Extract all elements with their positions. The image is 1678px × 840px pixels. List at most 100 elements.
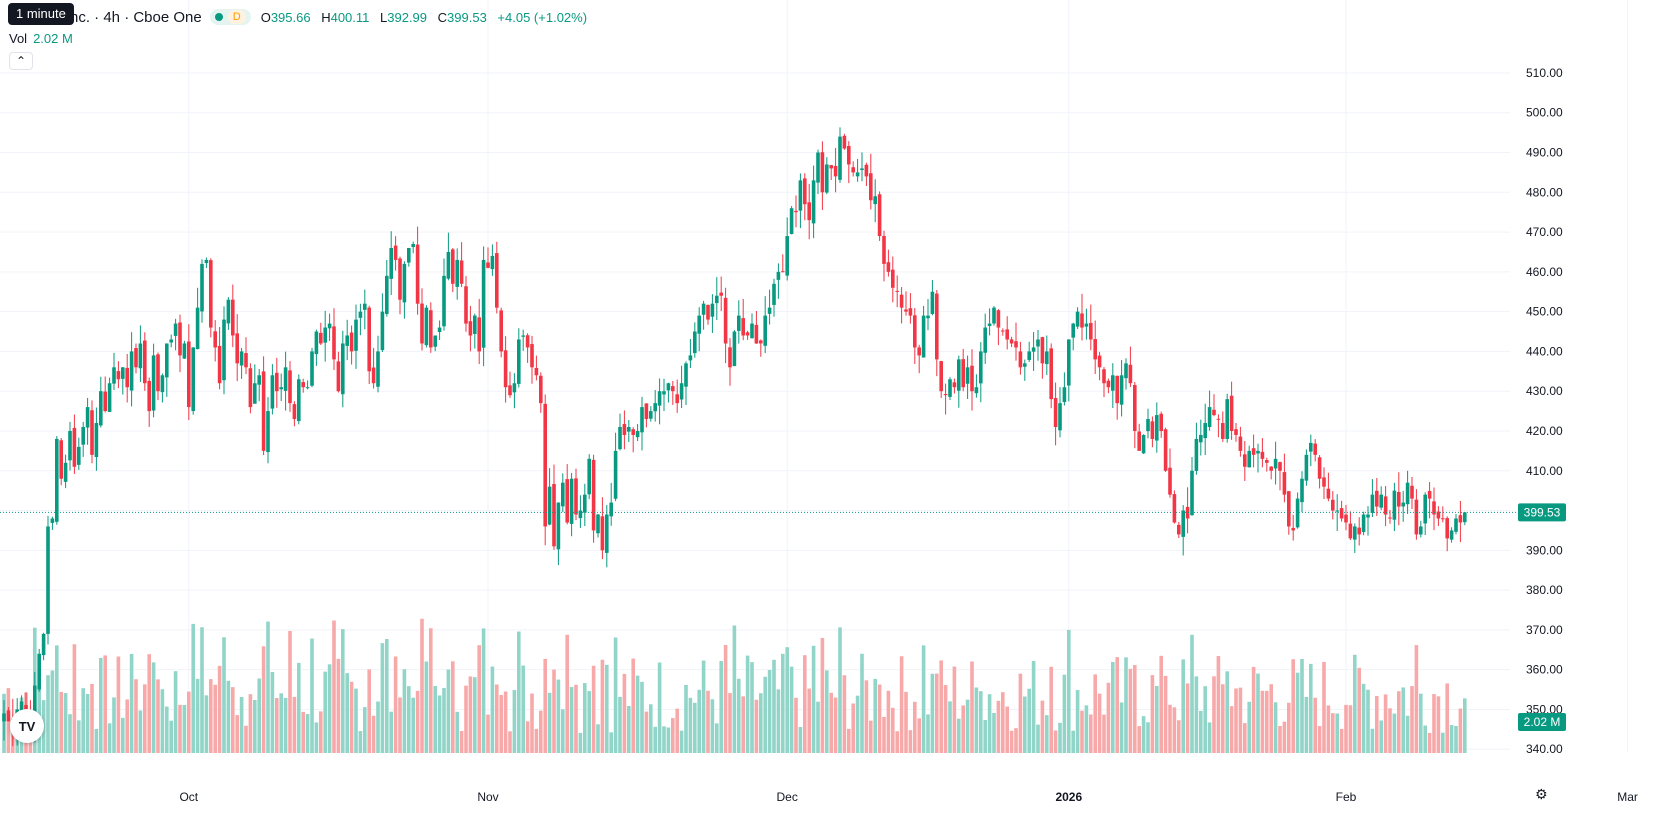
candle-body xyxy=(451,249,455,284)
volume-bar xyxy=(477,645,481,753)
gear-icon[interactable]: ⚙ xyxy=(1535,786,1548,802)
volume-bar xyxy=(226,680,231,753)
volume-bar xyxy=(1454,725,1458,753)
candle-body xyxy=(1106,380,1111,388)
volume-bar xyxy=(640,681,644,753)
volume-bar xyxy=(1115,657,1119,753)
volume-bar xyxy=(55,645,59,753)
candle-body xyxy=(807,202,811,221)
volume-bar xyxy=(411,697,415,753)
candle-body xyxy=(723,297,728,344)
volume-bar xyxy=(754,699,759,753)
volume-bar xyxy=(860,653,864,753)
candle-body xyxy=(539,375,543,404)
candle-body xyxy=(873,196,877,205)
volume-bar xyxy=(1128,668,1133,753)
candle-body xyxy=(1150,421,1155,439)
volume-bar xyxy=(530,693,534,753)
candle-body xyxy=(1185,506,1190,519)
candle-body xyxy=(534,367,539,376)
volume-bar xyxy=(1181,659,1185,753)
candle-body xyxy=(182,343,187,359)
collapse-legend-button[interactable]: ⌃ xyxy=(9,52,33,70)
volume-bar xyxy=(952,666,957,753)
candle-body xyxy=(609,502,613,517)
candle-body xyxy=(1067,339,1071,386)
y-tick-label: 410.00 xyxy=(1526,464,1563,478)
volume-bar xyxy=(393,656,398,753)
candle-body xyxy=(605,514,609,553)
candle-body xyxy=(121,367,125,379)
volume-bar xyxy=(829,692,833,753)
volume-bar xyxy=(50,670,55,753)
candle-body xyxy=(547,486,552,525)
candle-body xyxy=(825,164,829,193)
x-tick-label: Oct xyxy=(179,790,198,804)
candle-body xyxy=(1027,351,1031,360)
candle-body xyxy=(239,351,244,366)
last-volume-badge xyxy=(1518,713,1566,731)
candle-body xyxy=(1071,323,1075,338)
candle-body xyxy=(349,332,354,352)
candle-body xyxy=(1357,527,1361,535)
volume-bar xyxy=(319,711,323,753)
candle-body xyxy=(1405,482,1410,505)
volume-bar xyxy=(398,697,402,753)
volume-bar xyxy=(103,655,107,753)
y-tick-label: 370.00 xyxy=(1526,623,1563,637)
candle-body xyxy=(635,430,640,438)
candle-body xyxy=(288,370,292,404)
candle-body xyxy=(275,372,279,392)
candle-body xyxy=(160,375,165,393)
candle-body xyxy=(552,484,556,547)
volume-bar xyxy=(1093,674,1097,753)
candle-body xyxy=(745,332,750,336)
volume-bar xyxy=(719,661,723,753)
candle-body xyxy=(455,259,459,287)
volume-bar xyxy=(833,697,838,753)
volume-bar xyxy=(767,670,772,753)
volume-bar xyxy=(239,696,244,753)
candle-body xyxy=(1212,409,1216,416)
open-label: O xyxy=(260,9,271,25)
volume-bar xyxy=(1185,683,1190,753)
volume-bar xyxy=(442,687,446,753)
candle-body xyxy=(1427,490,1432,499)
volume-bar xyxy=(349,681,354,753)
candle-body xyxy=(561,482,565,507)
candle-body xyxy=(776,271,781,280)
volume-bar xyxy=(305,714,310,753)
volume-bar xyxy=(385,639,389,753)
candle-body xyxy=(1295,498,1300,528)
candle-body xyxy=(468,321,473,336)
candle-body xyxy=(1238,436,1243,451)
candle-body xyxy=(1080,313,1084,328)
x-tick-label: Nov xyxy=(477,790,498,804)
tradingview-logo[interactable]: TV xyxy=(10,709,44,743)
volume-bar xyxy=(1273,702,1278,753)
volume-bar xyxy=(1317,726,1322,753)
market-status-badge[interactable]: D xyxy=(209,9,251,25)
volume-bar xyxy=(1375,695,1379,753)
volume-bar xyxy=(583,683,587,753)
volume-bar xyxy=(1388,708,1392,753)
volume-bar xyxy=(1247,701,1251,753)
volume-bar xyxy=(433,686,437,753)
symbol-legend[interactable]: nc. · 4h · Cboe One D O395.66 H400.11 L3… xyxy=(8,8,587,26)
volume-legend[interactable]: Vol 2.02 M xyxy=(9,31,73,46)
volume-bar xyxy=(512,690,517,753)
volume-bar xyxy=(1031,660,1036,753)
volume-bar xyxy=(644,711,649,753)
candle-body xyxy=(1260,451,1265,459)
candle-body xyxy=(305,387,310,389)
volume-bar xyxy=(1194,676,1199,753)
candle-body xyxy=(195,307,200,350)
symbol-title[interactable]: nc. · 4h · Cboe One xyxy=(70,8,202,26)
y-tick-label: 450.00 xyxy=(1526,305,1563,319)
volume-bar xyxy=(301,711,305,753)
candle-body xyxy=(1265,460,1269,463)
volume-bar xyxy=(1040,700,1045,753)
y-tick-label: 460.00 xyxy=(1526,265,1563,279)
